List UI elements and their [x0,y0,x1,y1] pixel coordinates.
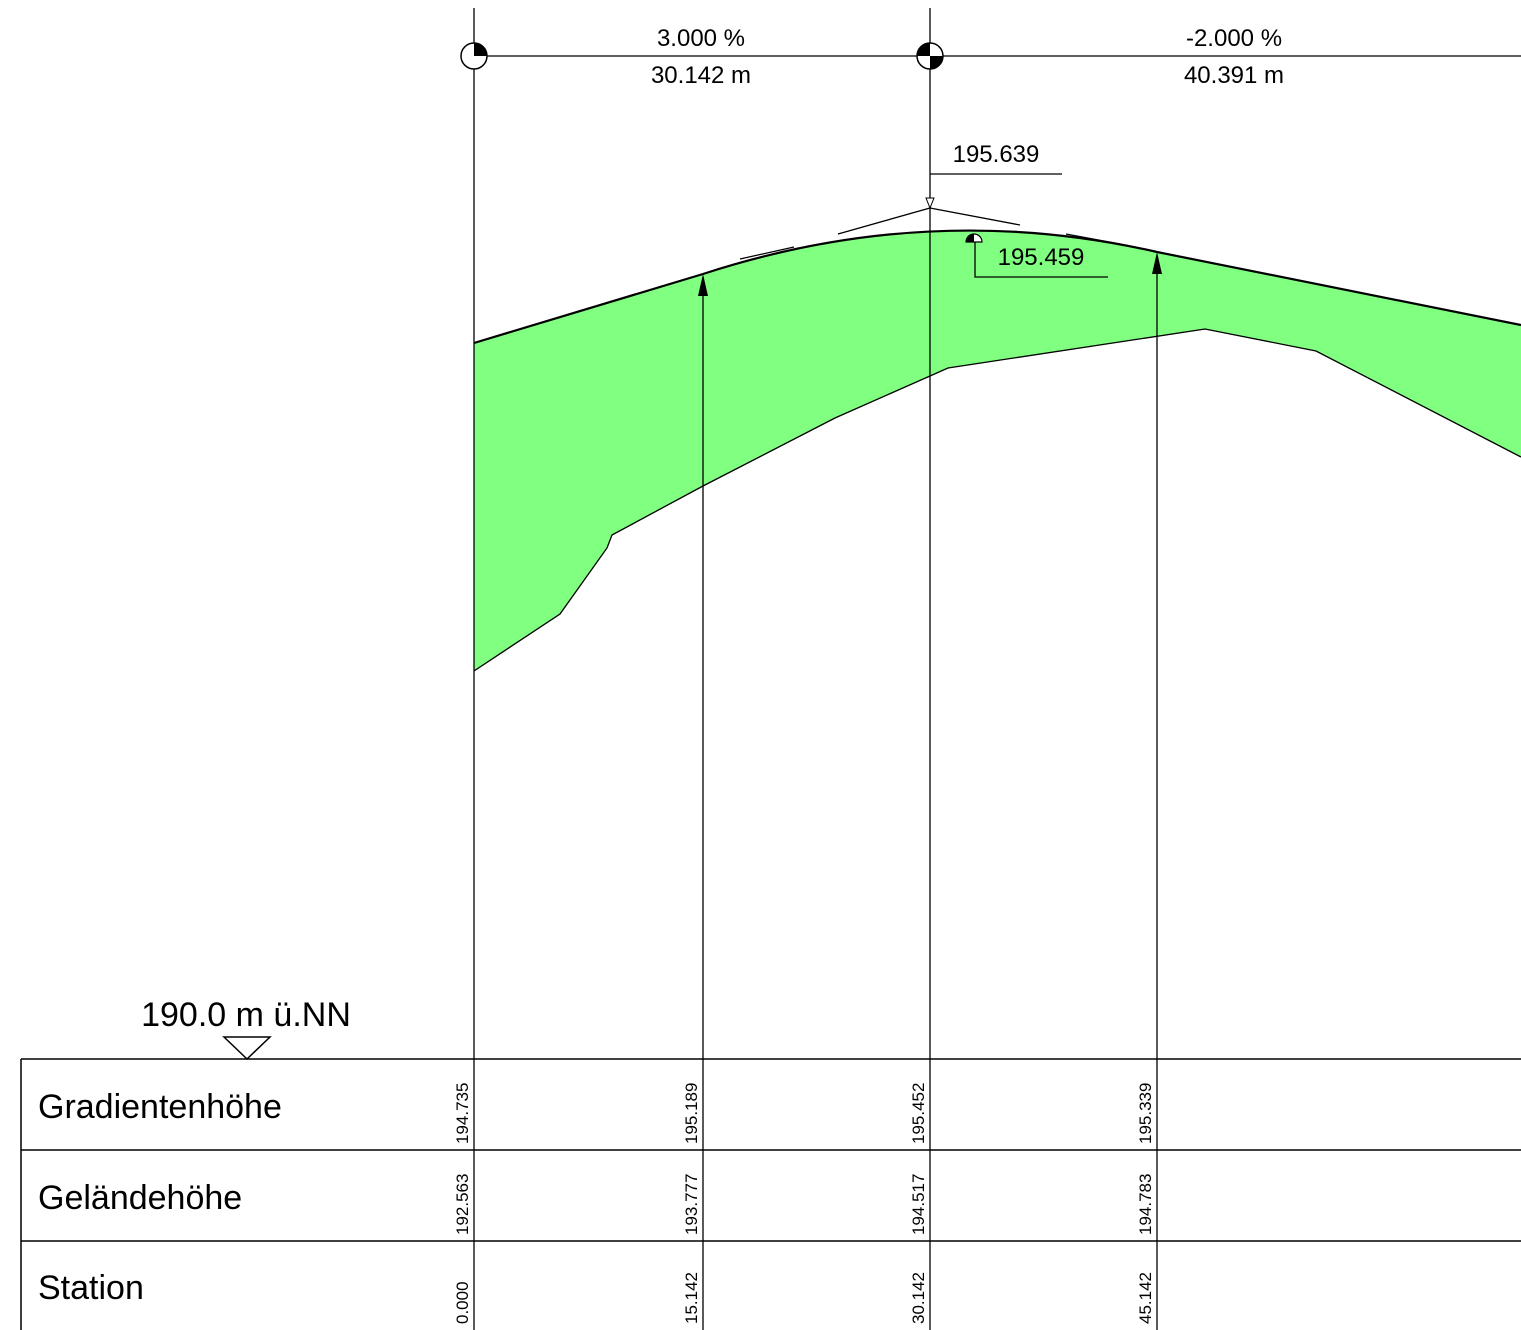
datum-triangle-icon [222,1036,272,1061]
datum-label: 190.0 m ü.NN [141,996,351,1034]
grade-start-marker [460,42,488,70]
value-station-1: 15.142 [682,1272,701,1324]
value-station-2: 30.142 [909,1272,928,1324]
value-gradient-2: 195.452 [909,1083,928,1144]
value-gradient-3: 195.339 [1136,1083,1155,1144]
arrow-head-station-15 [698,274,708,296]
value-gradient-0: 194.735 [453,1083,472,1144]
value-ground-1: 193.777 [682,1174,701,1235]
value-ground-2: 194.517 [909,1174,928,1235]
value-ground-0: 192.563 [453,1174,472,1235]
cut-fill-area [474,230,1521,671]
value-station-3: 45.142 [1136,1272,1155,1324]
value-ground-3: 194.783 [1136,1174,1155,1235]
row-label-gelaendehoehe: Geländehöhe [38,1179,242,1217]
row-label-station: Station [38,1269,144,1307]
high-point-elevation-label: 195.459 [998,244,1085,271]
pvi-callout-arrow [925,197,935,210]
value-station-0: 0.000 [453,1281,472,1324]
tangent-left-upper [837,207,931,235]
pvi-marker [916,42,944,70]
pvi-elevation-label: 195.639 [953,141,1040,168]
row-label-gradientenhoehe: Gradientenhöhe [38,1088,282,1126]
tangent-left-segment [739,246,795,260]
high-point-leader [974,242,1108,278]
grade-2-percent: -2.000 % [1186,25,1282,52]
tangent-right-upper [929,207,1021,226]
high-point-marker-fill [966,234,974,242]
grade-1-percent: 3.000 % [657,25,745,52]
grade-2-length: 40.391 m [1184,62,1284,89]
ground-line [473,328,1521,672]
grade-1-length: 30.142 m [651,62,751,89]
tangent-right-segment [1065,233,1121,245]
arrow-head-station-45 [1152,252,1162,274]
value-gradient-1: 195.189 [682,1083,701,1144]
